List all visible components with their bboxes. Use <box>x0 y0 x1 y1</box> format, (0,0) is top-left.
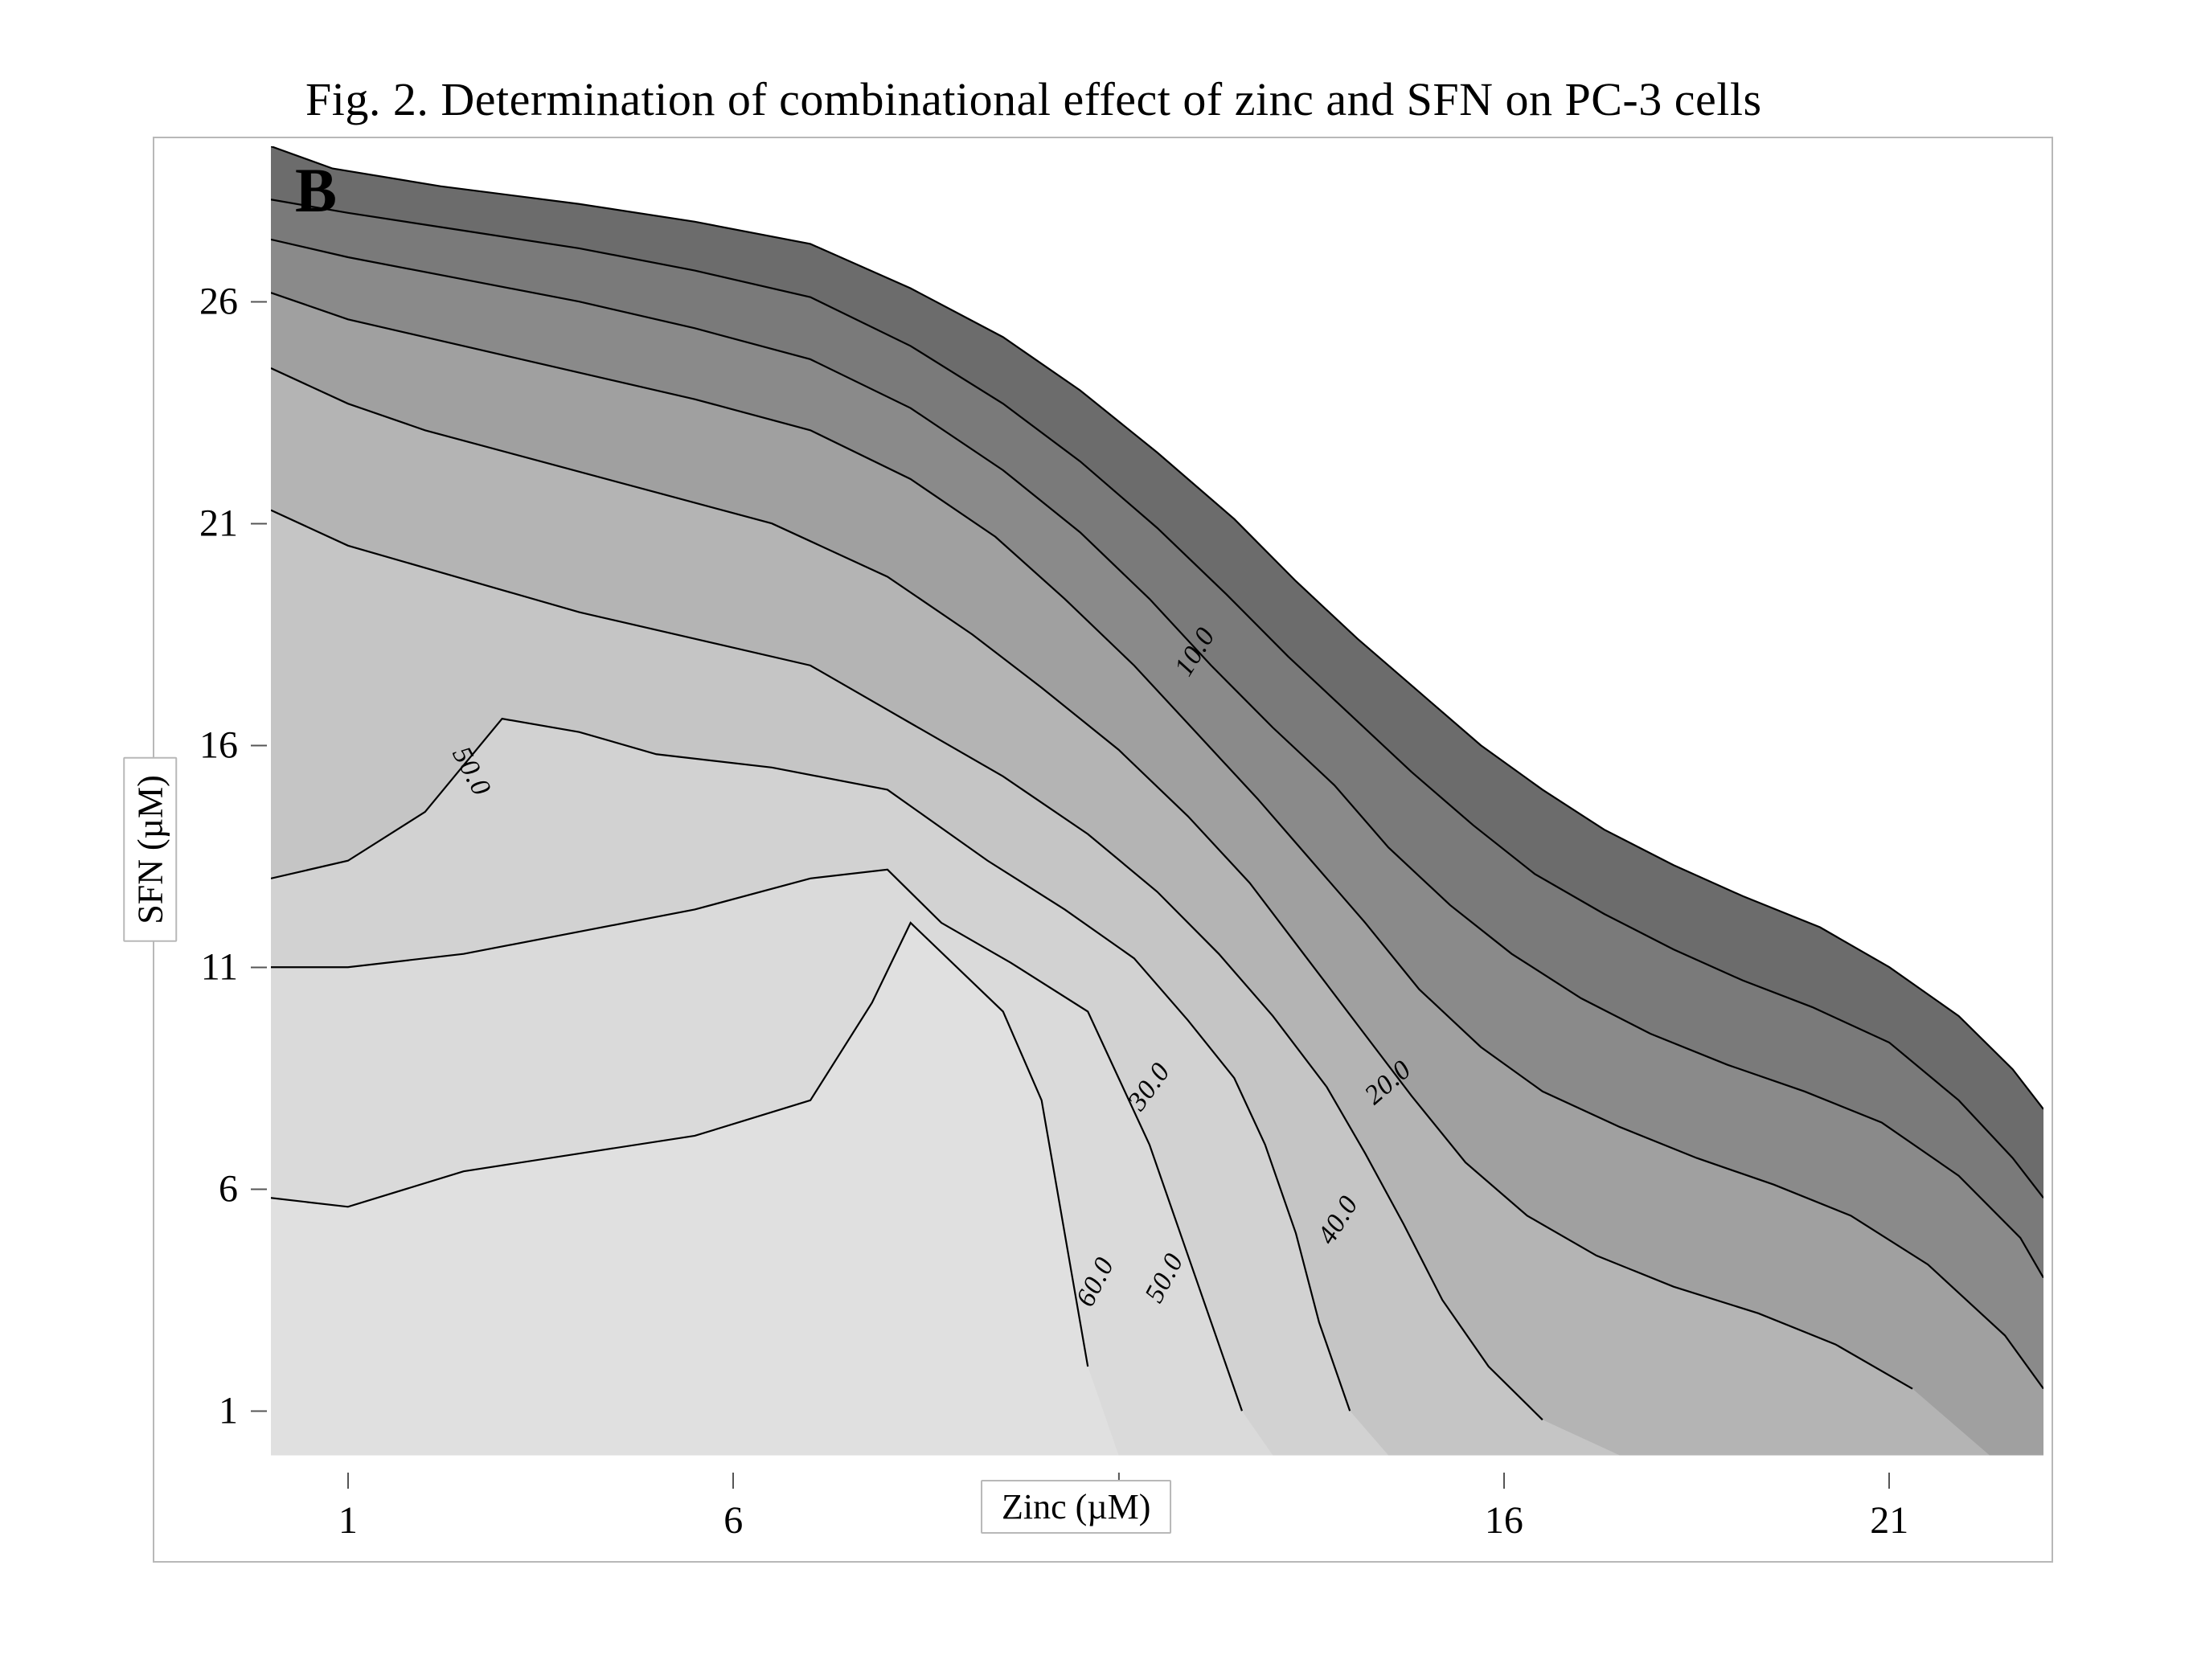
x-tick-mark <box>1888 1473 1890 1489</box>
y-tick-label: 1 <box>219 1389 251 1433</box>
x-tick-mark <box>732 1473 734 1489</box>
y-tick: 21 <box>199 502 267 546</box>
x-tick-label: 16 <box>1485 1489 1523 1543</box>
x-tick-mark <box>347 1473 349 1489</box>
y-tick-mark <box>251 966 267 968</box>
x-tick-label: 1 <box>338 1489 358 1543</box>
page: Fig. 2. Determination of combinational e… <box>0 0 2193 1680</box>
x-tick-mark <box>1503 1473 1505 1489</box>
y-tick: 1 <box>219 1389 267 1433</box>
y-tick-mark <box>251 1188 267 1190</box>
x-tick: 6 <box>723 1473 743 1543</box>
y-tick-mark <box>251 744 267 746</box>
y-tick-label: 21 <box>199 502 251 546</box>
x-tick: 21 <box>1870 1473 1908 1543</box>
y-tick-mark <box>251 301 267 302</box>
x-tick-label: 6 <box>723 1489 743 1543</box>
y-axis-ticks: 1611162126 <box>154 146 267 1469</box>
y-tick: 11 <box>201 945 267 990</box>
figure-title: Fig. 2. Determination of combinational e… <box>305 72 1762 126</box>
x-tick-label: 21 <box>1870 1489 1908 1543</box>
x-axis-label: Zinc (µM) <box>981 1480 1171 1534</box>
panel-label: B <box>295 154 337 227</box>
y-tick: 26 <box>199 280 267 324</box>
y-tick: 16 <box>199 723 267 768</box>
y-tick-mark <box>251 522 267 524</box>
y-tick: 6 <box>219 1167 267 1211</box>
y-tick-label: 26 <box>199 280 251 324</box>
chart-frame: SFN (µM) 1611162126 B 60.050.050.040.030… <box>153 137 2053 1563</box>
y-tick-label: 11 <box>201 945 251 990</box>
x-tick: 1 <box>338 1473 358 1543</box>
y-tick-mark <box>251 1410 267 1412</box>
y-tick-label: 6 <box>219 1167 251 1211</box>
y-tick-label: 16 <box>199 723 251 768</box>
x-tick: 16 <box>1485 1473 1523 1543</box>
plot-area: B 60.050.050.040.030.020.010.0 <box>271 146 2043 1469</box>
